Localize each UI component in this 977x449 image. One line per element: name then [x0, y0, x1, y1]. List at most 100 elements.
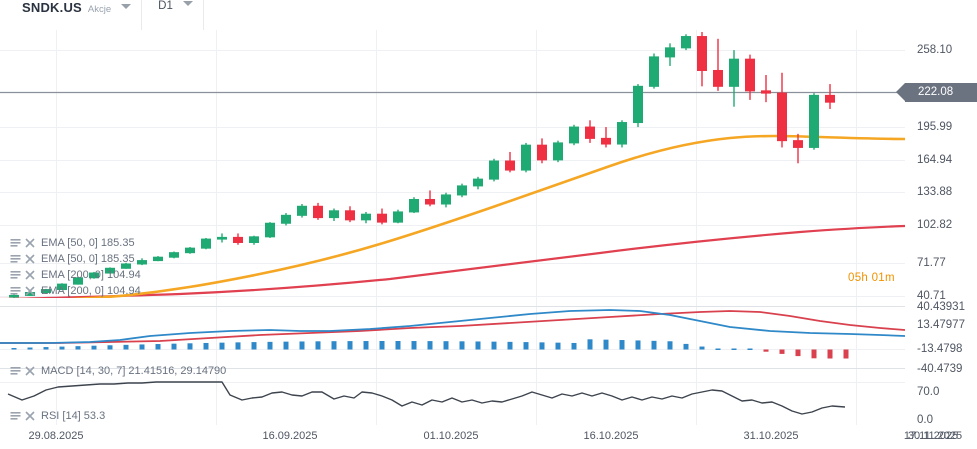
candle-body [217, 236, 227, 240]
date-axis-tick: 29.08.2025 [28, 430, 84, 442]
macd-histogram-bar [699, 346, 705, 350]
candle-body [729, 58, 739, 87]
candle-body [521, 144, 531, 171]
candle-body [409, 198, 419, 213]
candle-body [553, 142, 563, 161]
price-scale[interactable]: 258.10 195.99 164.94 133.88 102.82 71.77 40.71… [905, 30, 977, 426]
indicator-settings-icon[interactable] [10, 286, 21, 297]
macd-line [0, 309, 905, 344]
candle-body [185, 247, 195, 254]
remove-indicator-icon[interactable] [25, 411, 35, 421]
macd-histogram-bar [475, 341, 481, 350]
macd-histogram-bar [731, 348, 737, 350]
candle-body [649, 56, 659, 87]
macd-histogram-bar [219, 342, 225, 350]
price-axis-tick: 164.94 [917, 154, 953, 166]
remove-indicator-icon[interactable] [25, 270, 35, 280]
chart-svg [0, 30, 905, 425]
macd-axis-tick: 13.47977 [917, 319, 965, 331]
remove-indicator-icon[interactable] [25, 366, 35, 376]
candle-body [329, 210, 339, 219]
macd-histogram-bar [283, 341, 289, 350]
rsi-panel [0, 381, 905, 415]
indicator-settings-icon[interactable] [10, 254, 21, 265]
macd-histogram-bar [587, 339, 593, 350]
indicator-settings-icon[interactable] [10, 366, 21, 377]
remove-indicator-icon[interactable] [25, 254, 35, 264]
macd-histogram-bar [363, 341, 369, 350]
candle-body [537, 144, 547, 161]
date-axis-tick: 30.11.2025 [907, 430, 963, 442]
legend-label: MACD [14, 30, 7] 21.41516, 29.14790 [41, 365, 227, 377]
indicator-settings-icon[interactable] [10, 270, 21, 281]
macd-histogram-bar [11, 348, 17, 350]
remove-indicator-icon[interactable] [25, 238, 35, 248]
macd-histogram-bar [603, 339, 609, 350]
time-scale[interactable]: 29.08.2025 16.09.2025 01.10.2025 16.10.2025… [0, 425, 977, 449]
macd-histogram-bar [59, 346, 65, 350]
candle-body [25, 292, 35, 296]
chevron-down-icon[interactable] [121, 4, 132, 9]
instrument-class-label: Akcje [87, 4, 112, 15]
macd-histogram-bar [187, 343, 193, 350]
macd-histogram-bar [203, 342, 209, 350]
candle-body [825, 94, 835, 103]
macd-histogram-bar [75, 346, 81, 350]
candle-body [313, 205, 323, 219]
legend-ema200-a[interactable]: EMA [200, 0] 104.94 [10, 268, 141, 282]
date-axis-tick: 16.10.2025 [583, 430, 639, 442]
candle-body [233, 236, 243, 243]
indicator-settings-icon[interactable] [10, 238, 21, 249]
date-axis-tick: 16.09.2025 [262, 430, 318, 442]
candle-body [585, 126, 595, 139]
candle-body [425, 198, 435, 205]
date-axis-tick: 17.11.2025 [903, 430, 959, 442]
macd-axis-tick: -40.4739 [917, 363, 963, 375]
macd-histogram-bar [555, 342, 561, 350]
macd-histogram-bar [507, 341, 513, 350]
macd-histogram [11, 339, 849, 359]
legend-macd[interactable]: MACD [14, 30, 7] 21.41516, 29.14790 [10, 364, 226, 378]
macd-histogram-bar [715, 348, 721, 350]
toolbar-divider-2 [202, 0, 204, 30]
macd-histogram-bar [459, 341, 465, 350]
price-axis-tick: 71.77 [917, 257, 946, 269]
legend-ema200-b[interactable]: EMA [200, 0] 104.94 [10, 284, 141, 298]
toolbar-divider-1 [141, 0, 143, 30]
timeframe-label: D1 [158, 0, 173, 12]
macd-histogram-bar [395, 341, 401, 350]
candle-body [713, 69, 723, 87]
symbol-selector[interactable]: SNDK.US Akcje [0, 0, 141, 30]
candle-body [665, 47, 675, 58]
bar-countdown-label: 05h 01m [848, 272, 895, 284]
macd-histogram-bar [763, 349, 769, 352]
indicator-settings-icon[interactable] [10, 411, 21, 422]
macd-histogram-bar [635, 340, 641, 350]
ema200-line [0, 224, 905, 298]
macd-histogram-bar [235, 342, 241, 350]
candle-body [297, 205, 307, 216]
candle-body [73, 277, 83, 285]
macd-histogram-bar [427, 341, 433, 350]
candle-body [89, 272, 99, 279]
remove-indicator-icon[interactable] [25, 286, 35, 296]
price-axis-tick: 102.82 [917, 219, 953, 231]
legend-ema50-a[interactable]: EMA [50, 0] 185.35 [10, 236, 135, 250]
symbol-label: SNDK.US [22, 0, 82, 15]
macd-histogram-bar [91, 345, 97, 350]
macd-histogram-bar [251, 342, 257, 350]
macd-histogram-bar [779, 349, 785, 354]
macd-panel [0, 309, 905, 359]
macd-histogram-bar [747, 348, 753, 350]
chart-plot-area[interactable]: 05h 01m EMA [50, 0] 185.35 EMA [50, 0] 1… [0, 30, 977, 425]
candle-body [777, 92, 787, 142]
timeframe-selector[interactable]: D1 [142, 0, 203, 30]
legend-ema50-b[interactable]: EMA [50, 0] 185.35 [10, 252, 135, 266]
candle-body [41, 289, 51, 294]
macd-histogram-bar [491, 341, 497, 350]
legend-rsi[interactable]: RSI [14] 53.3 [10, 409, 105, 423]
chevron-down-icon[interactable] [182, 1, 193, 6]
candle-body [457, 185, 467, 196]
legend-label: EMA [200, 0] 104.94 [41, 285, 141, 297]
